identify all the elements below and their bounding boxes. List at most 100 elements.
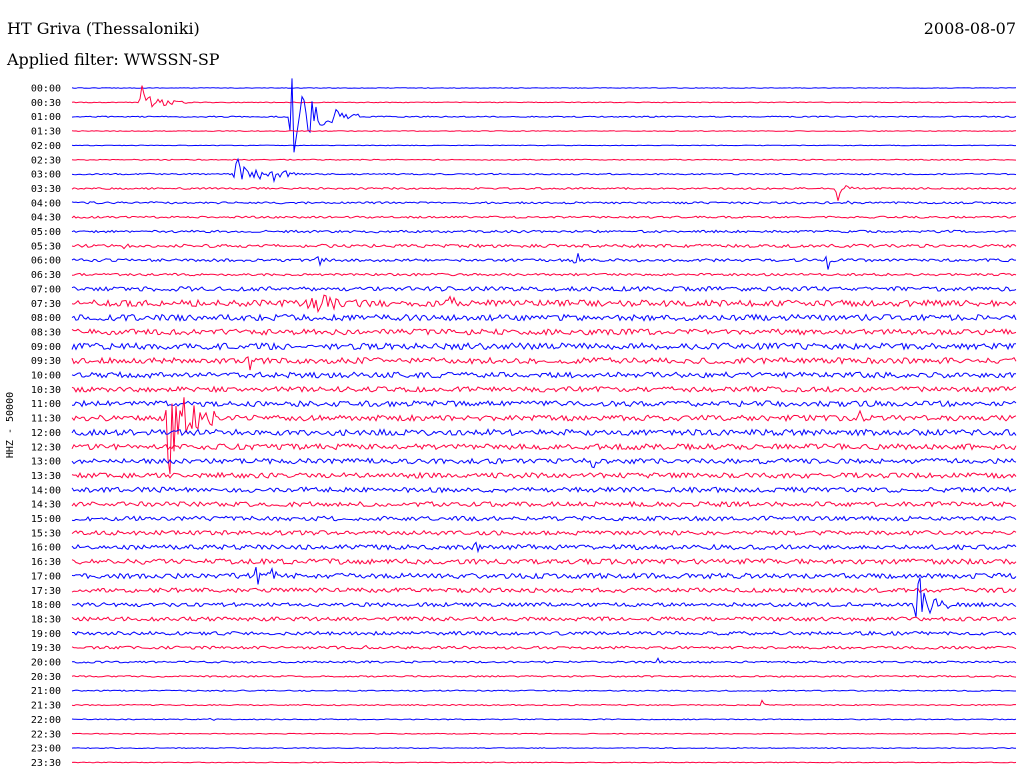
tick-label: 14:00 bbox=[31, 485, 61, 496]
trace-line-0330 bbox=[71, 184, 1017, 201]
trace-line-1230 bbox=[71, 442, 1017, 451]
tick-label: 10:30 bbox=[31, 385, 61, 396]
tick-label: 05:00 bbox=[31, 227, 61, 238]
trace-line-0030 bbox=[71, 85, 1017, 108]
tick-label: 07:30 bbox=[31, 299, 61, 310]
tick-label: 10:00 bbox=[31, 371, 61, 382]
trace-line-0100 bbox=[71, 78, 1017, 153]
y-axis-label: HHZ - 50000 bbox=[5, 392, 16, 458]
trace-line-1030 bbox=[71, 385, 1017, 394]
tick-label: 05:30 bbox=[31, 241, 61, 252]
trace-line-0730 bbox=[71, 294, 1017, 314]
tick-label: 09:30 bbox=[31, 356, 61, 367]
tick-label: 16:00 bbox=[31, 543, 61, 554]
tick-label: 21:30 bbox=[31, 701, 61, 712]
tick-label: 03:30 bbox=[31, 184, 61, 195]
tick-label: 16:30 bbox=[31, 557, 61, 568]
trace-line-1830 bbox=[71, 616, 1017, 622]
trace-line-2130 bbox=[71, 699, 1017, 707]
trace-line-0130 bbox=[71, 130, 1017, 132]
trace-line-2200 bbox=[71, 717, 1017, 721]
trace-line-1400 bbox=[71, 486, 1017, 494]
trace-line-0830 bbox=[71, 328, 1017, 337]
trace-line-0200 bbox=[71, 144, 1016, 147]
tick-label: 07:00 bbox=[31, 284, 61, 295]
tick-label: 06:00 bbox=[31, 256, 61, 267]
trace-group bbox=[71, 78, 1017, 764]
trace-line-0800 bbox=[71, 313, 1017, 322]
trace-line-2330 bbox=[71, 761, 1017, 764]
tick-label: 02:00 bbox=[31, 141, 61, 152]
tick-label: 02:30 bbox=[31, 155, 61, 166]
tick-label: 20:00 bbox=[31, 658, 61, 669]
trace-line-1330 bbox=[71, 471, 1017, 480]
trace-line-2030 bbox=[71, 675, 1017, 678]
tick-label: 00:30 bbox=[31, 98, 61, 109]
tick-label: 04:00 bbox=[31, 198, 61, 209]
trace-line-0530 bbox=[71, 243, 1017, 250]
trace-line-1500 bbox=[71, 515, 1017, 522]
trace-line-0930 bbox=[71, 356, 1017, 371]
trace-line-1300 bbox=[71, 457, 1017, 469]
trace-line-0400 bbox=[71, 200, 1017, 205]
trace-line-0630 bbox=[71, 272, 1017, 277]
tick-label: 09:00 bbox=[31, 342, 61, 353]
trace-line-2000 bbox=[71, 657, 1017, 664]
trace-line-2100 bbox=[71, 689, 1016, 692]
trace-line-1800 bbox=[71, 577, 1017, 618]
trace-line-2230 bbox=[71, 732, 1017, 735]
trace-line-1700 bbox=[71, 566, 1017, 585]
tick-label: 20:30 bbox=[31, 672, 61, 683]
tick-label: 00:00 bbox=[31, 84, 61, 95]
tick-label: 19:00 bbox=[31, 629, 61, 640]
tick-label: 08:30 bbox=[31, 327, 61, 338]
trace-line-0230 bbox=[71, 158, 1017, 161]
trace-line-0900 bbox=[71, 341, 1017, 351]
tick-label: 19:30 bbox=[31, 643, 61, 654]
tick-label-group: 00:00 00:30 01:00 01:30 02:00 02:30 03:00 03:30… bbox=[31, 84, 61, 769]
filter-label: Applied filter: WWSSN-SP bbox=[7, 50, 220, 69]
tick-label: 22:00 bbox=[31, 715, 61, 726]
tick-label: 14:30 bbox=[31, 500, 61, 511]
trace-line-0500 bbox=[71, 229, 1017, 234]
tick-label: 18:00 bbox=[31, 600, 61, 611]
trace-line-1430 bbox=[71, 500, 1017, 508]
tick-label: 21:00 bbox=[31, 686, 61, 697]
tick-label: 11:00 bbox=[31, 399, 61, 410]
date-label: 2008-08-07 bbox=[923, 19, 1016, 38]
trace-line-0600 bbox=[71, 253, 1016, 270]
tick-label: 17:00 bbox=[31, 571, 61, 582]
trace-line-1600 bbox=[71, 541, 1017, 554]
trace-line-0000 bbox=[71, 87, 1017, 89]
tick-label: 11:30 bbox=[31, 414, 61, 425]
tick-label: 18:30 bbox=[31, 614, 61, 625]
tick-label: 13:00 bbox=[31, 457, 61, 468]
tick-label: 03:00 bbox=[31, 170, 61, 181]
trace-line-1730 bbox=[71, 587, 1017, 594]
tick-label: 12:00 bbox=[31, 428, 61, 439]
station-title: HT Griva (Thessaloniki) bbox=[7, 19, 200, 38]
trace-line-1000 bbox=[71, 370, 1016, 380]
trace-line-1930 bbox=[71, 644, 1017, 650]
tick-label: 12:30 bbox=[31, 442, 61, 453]
trace-line-0300 bbox=[71, 157, 1017, 184]
trace-line-0700 bbox=[71, 285, 1017, 292]
tick-label: 08:00 bbox=[31, 313, 61, 324]
tick-label: 06:30 bbox=[31, 270, 61, 281]
trace-line-1530 bbox=[71, 529, 1017, 536]
tick-label: 17:30 bbox=[31, 586, 61, 597]
trace-line-1130 bbox=[71, 397, 1017, 475]
tick-label: 01:30 bbox=[31, 127, 61, 138]
trace-line-1100 bbox=[72, 399, 1017, 408]
tick-label: 01:00 bbox=[31, 112, 61, 123]
trace-line-0430 bbox=[71, 215, 1017, 219]
trace-line-1200 bbox=[71, 428, 1017, 437]
trace-line-1630 bbox=[71, 557, 1017, 566]
tick-label: 15:00 bbox=[31, 514, 61, 525]
tick-label: 23:00 bbox=[31, 744, 61, 755]
tick-label: 22:30 bbox=[31, 729, 61, 740]
trace-line-2300 bbox=[71, 747, 1016, 750]
tick-label: 13:30 bbox=[31, 471, 61, 482]
tick-label: 15:30 bbox=[31, 528, 61, 539]
